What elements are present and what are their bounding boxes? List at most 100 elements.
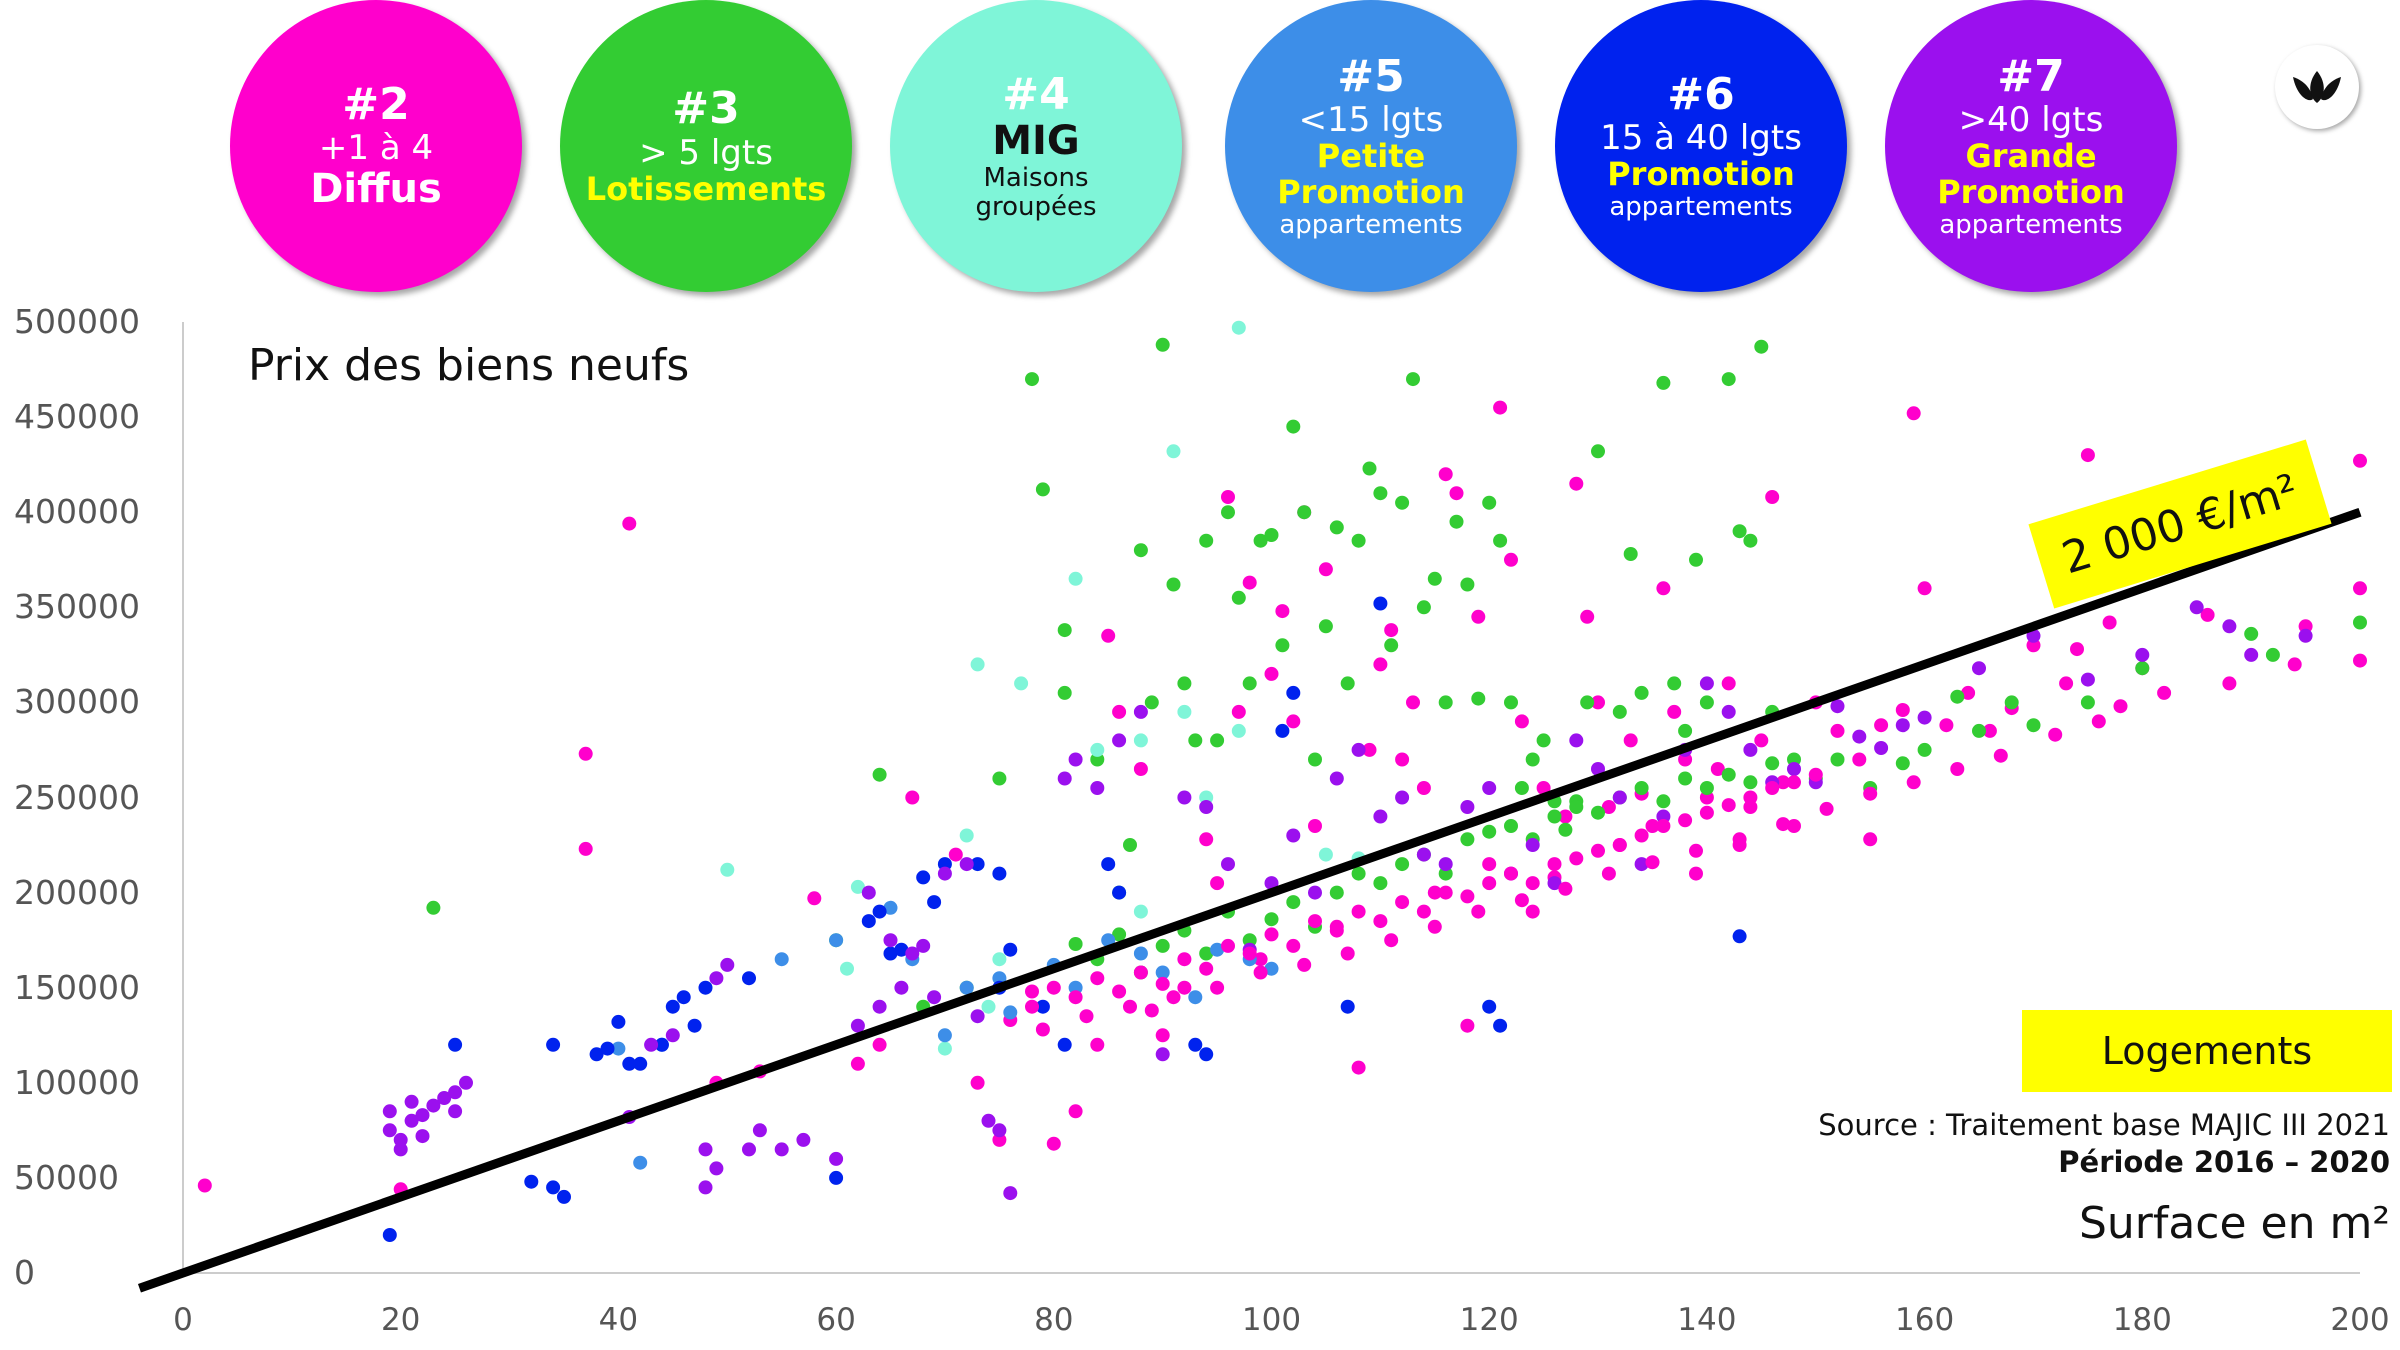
point-cat6-4-0 (382, 1228, 397, 1242)
point-cat7-5-0 (382, 1104, 397, 1119)
bubble-line1: > 5 lgts (639, 132, 773, 173)
point-cat2-6-43 (1297, 957, 1312, 972)
point-cat7-5-23 (774, 1142, 789, 1157)
point-cat7-5-50 (1264, 876, 1279, 891)
point-cat2-0-10 (905, 790, 920, 805)
point-cat7-5-15 (665, 1028, 680, 1043)
point-cat2-0-100 (2157, 685, 2172, 700)
point-cat6-4-11 (654, 1037, 669, 1052)
point-cat3-1-19 (1199, 533, 1214, 548)
point-cat3-1-55 (1591, 444, 1605, 459)
point-cat2-6-27 (1612, 838, 1627, 852)
point-cat2-6-19 (1438, 885, 1453, 900)
point-cat2-0-84 (1895, 703, 1910, 717)
bubble-line1: >40 lgts (1958, 100, 2104, 141)
bubble-code: #4 (1002, 68, 1070, 120)
point-cat7-5-11 (393, 1142, 408, 1157)
point-cat2-0-107 (2353, 653, 2367, 668)
point-cat2-6-25 (1569, 851, 1584, 866)
point-cat2-0-20 (1112, 704, 1127, 719)
point-cat2-6-4 (1112, 984, 1127, 999)
point-cat4-2-8 (1014, 676, 1029, 691)
point-cat2-0-68 (1678, 752, 1693, 767)
point-cat3-1-15 (1155, 337, 1170, 352)
point-cat3-1-80 (2244, 626, 2259, 641)
point-cat3-1-18 (1188, 733, 1203, 748)
point-cat7-5-63 (1547, 876, 1562, 891)
point-cat3-1-105 (1547, 809, 1562, 824)
point-cat3-1-92 (1264, 912, 1279, 927)
bubble-line3: groupées (975, 192, 1097, 223)
point-cat3-1-95 (1329, 885, 1344, 900)
point-cat6-4-35 (1275, 723, 1290, 738)
point-cat3-1-73 (1917, 742, 1932, 757)
point-cat3-1-22 (1231, 590, 1246, 605)
point-cat7-5-44 (1133, 704, 1148, 719)
point-cat2-6-52 (1689, 843, 1703, 858)
point-cat2-6-30 (1678, 813, 1693, 828)
point-cat3-1-52 (1558, 822, 1573, 837)
point-cat2-6-49 (1558, 881, 1573, 896)
point-cat2-6-11 (1264, 927, 1279, 942)
point-cat5-3-0 (611, 1041, 626, 1056)
point-cat3-1-97 (1373, 876, 1388, 891)
point-cat2-6-17 (1395, 895, 1410, 910)
point-cat7-5-57 (1416, 847, 1431, 862)
brand-logo (2275, 45, 2359, 129)
point-cat3-1-62 (1689, 552, 1703, 567)
point-cat7-5-38 (992, 1123, 1007, 1138)
point-cat2-0-8 (850, 1056, 865, 1071)
bubble-line1: <15 lgts (1298, 100, 1444, 141)
point-cat7-5-29 (883, 933, 898, 948)
point-cat5-3-14 (1133, 946, 1148, 961)
point-cat7-5-5 (415, 1108, 430, 1123)
point-cat3-1-14 (1144, 695, 1159, 710)
point-cat3-1-96 (1351, 866, 1366, 881)
point-cat3-1-38 (1406, 372, 1420, 387)
point-cat2-0-24 (1177, 980, 1192, 995)
point-cat2-6-48 (1514, 893, 1529, 908)
point-cat2-6-39 (1123, 999, 1137, 1014)
point-cat7-5-33 (927, 990, 942, 1005)
point-cat2-0-0 (197, 1178, 212, 1193)
point-cat2-0-41 (1384, 623, 1399, 638)
point-cat6-4-20 (883, 946, 898, 961)
point-cat5-3-7 (937, 1028, 952, 1043)
point-cat7-5-87 (2244, 647, 2259, 662)
point-cat3-1-12 (1123, 838, 1137, 852)
point-cat6-4-41 (1732, 929, 1747, 944)
point-cat3-1-0 (426, 900, 441, 915)
bubble-line2: Petite (1316, 137, 1426, 176)
point-cat2-0-29 (1242, 575, 1257, 590)
point-cat3-1-35 (1373, 486, 1388, 501)
point-cat2-0-26 (1210, 876, 1225, 891)
point-cat7-5-27 (861, 885, 876, 900)
reference-line-2000-eur-per-m2 (137, 507, 2362, 1293)
point-cat7-5-10 (459, 1075, 473, 1090)
point-cat3-1-82 (2353, 615, 2367, 630)
point-cat2-0-55 (1536, 781, 1551, 795)
point-cat6-4-4 (546, 1180, 561, 1195)
point-cat2-6-58 (1950, 762, 1965, 776)
point-cat7-5-43 (1112, 733, 1127, 748)
point-cat3-1-113 (1721, 767, 1736, 782)
bubble-line1: +1 à 4 (318, 128, 434, 169)
point-cat3-1-67 (1754, 339, 1769, 354)
point-cat7-5-83 (2080, 672, 2095, 687)
point-cat6-4-13 (676, 990, 691, 1005)
point-cat2-6-51 (1645, 855, 1660, 870)
point-cat2-6-28 (1634, 828, 1649, 843)
point-cat2-0-19 (1101, 628, 1116, 643)
y-tick-400000: 400000 (14, 492, 140, 532)
point-cat6-4-18 (861, 914, 876, 929)
point-cat7-5-22 (752, 1123, 767, 1138)
point-cat2-0-60 (1591, 695, 1605, 710)
point-cat2-0-97 (2102, 615, 2117, 630)
point-cat3-1-48 (1514, 781, 1529, 795)
point-cat7-5-86 (2222, 619, 2237, 634)
point-cat2-6-20 (1460, 889, 1475, 904)
point-cat7-5-62 (1525, 838, 1540, 852)
point-cat2-6-9 (1221, 938, 1235, 953)
y-tick-200000: 200000 (14, 872, 140, 912)
